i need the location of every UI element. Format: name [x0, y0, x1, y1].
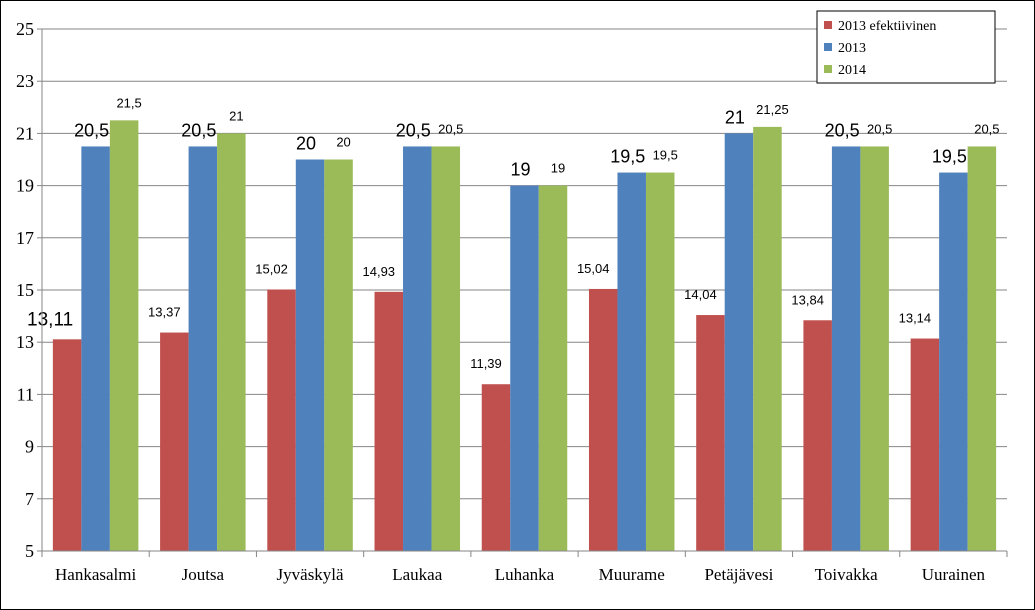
data-label: 13,14	[899, 311, 932, 326]
x-category-label: Muurame	[599, 565, 665, 584]
bar-2014-Toivakka	[860, 146, 889, 551]
data-label: 20,5	[181, 120, 216, 140]
y-tick-label: 11	[17, 384, 34, 404]
y-tick-label: 5	[25, 541, 34, 561]
x-category-label: Toivakka	[815, 565, 878, 584]
bar-2013-Hankasalmi	[81, 146, 110, 551]
bar-2013-Toivakka	[831, 146, 861, 551]
data-label: 13,37	[148, 305, 181, 320]
y-tick-label: 23	[16, 71, 34, 91]
y-tick-label: 25	[16, 19, 34, 39]
x-category-label: Joutsa	[182, 565, 225, 584]
bar-2013-efektiivinen-Uurainen	[910, 338, 940, 551]
bar-2013-Uurainen	[939, 172, 968, 552]
bar-2013-efektiivinen-Toivakka	[803, 320, 832, 551]
data-label: 20,5	[74, 120, 109, 140]
data-label: 19,5	[610, 147, 645, 167]
bar-2013-Laukaa	[403, 146, 432, 551]
data-label: 11,39	[470, 356, 502, 371]
legend-swatch	[824, 21, 832, 29]
bar-2013-efektiivinen-Hankasalmi	[52, 339, 82, 551]
bar-2013-efektiivinen-Luhanka	[481, 384, 511, 551]
bar-2013-efektiivinen-Jyväskylä	[267, 289, 296, 551]
x-category-label: Laukaa	[392, 565, 442, 584]
bar-2013-Muurame	[617, 172, 646, 552]
x-category-label: Luhanka	[495, 565, 555, 584]
y-tick-label: 9	[25, 437, 34, 457]
data-label: 19	[551, 161, 565, 176]
y-tick-label: 7	[25, 489, 34, 509]
legend-box	[816, 10, 996, 84]
legend-entry: 2013	[838, 41, 866, 56]
data-label: 21,5	[116, 95, 141, 110]
bar-2013-Jyväskylä	[295, 159, 325, 551]
data-label: 20,5	[867, 121, 892, 136]
bar-2013-efektiivinen-Laukaa	[374, 291, 404, 551]
x-category-label: Jyväskylä	[277, 565, 345, 584]
bar-2014-Luhanka	[538, 185, 568, 551]
data-label: 20	[296, 134, 316, 154]
bar-2013-efektiivinen-Muurame	[588, 288, 618, 551]
data-label: 21	[725, 107, 745, 127]
data-label: 19,5	[653, 148, 678, 163]
x-category-label: Uurainen	[922, 565, 986, 584]
data-label: 19	[510, 160, 530, 180]
bar-2014-Petäjävesi	[753, 126, 782, 551]
legend-swatch	[824, 43, 832, 51]
x-category-label: Petäjävesi	[704, 565, 773, 584]
data-label: 15,02	[255, 261, 288, 276]
data-label: 15,04	[577, 261, 610, 276]
chart-legend: 2013 efektiivinen 2013 2014	[816, 10, 996, 84]
y-tick-label: 17	[16, 228, 34, 248]
data-label: 21	[229, 108, 243, 123]
y-tick-label: 21	[16, 123, 34, 143]
y-tick-label: 19	[16, 176, 34, 196]
x-category-label: Hankasalmi	[55, 565, 136, 584]
data-label: 20,5	[396, 120, 431, 140]
data-label: 20,5	[974, 121, 999, 136]
bar-2013-Luhanka	[510, 185, 539, 551]
bar-2014-Jyväskylä	[324, 159, 353, 551]
bar-2014-Muurame	[645, 172, 675, 552]
data-label: 13,84	[791, 292, 824, 307]
legend-entry: 2014	[838, 63, 866, 78]
y-tick-label: 15	[16, 280, 34, 300]
data-label: 20	[336, 135, 350, 150]
bar-2013-efektiivinen-Petäjävesi	[696, 315, 725, 551]
data-label: 20,5	[438, 121, 463, 136]
bar-2014-Uurainen	[967, 146, 997, 551]
bar-2013-Petäjävesi	[724, 133, 754, 551]
bar-2014-Joutsa	[217, 133, 246, 551]
legend-entry: 2013 efektiivinen	[838, 19, 936, 34]
data-label: 13,11	[27, 309, 73, 330]
data-label: 19,5	[932, 147, 967, 167]
data-label: 14,93	[363, 264, 396, 279]
bar-2014-Laukaa	[431, 146, 461, 551]
data-label: 21,25	[756, 102, 789, 117]
y-tick-label: 13	[16, 332, 34, 352]
bar-2013-Joutsa	[188, 146, 218, 551]
legend-swatch	[824, 65, 832, 73]
data-label: 20,5	[825, 120, 860, 140]
data-label: 14,04	[684, 287, 717, 302]
bar-2013-efektiivinen-Joutsa	[160, 332, 189, 551]
bar-2014-Hankasalmi	[109, 120, 139, 551]
